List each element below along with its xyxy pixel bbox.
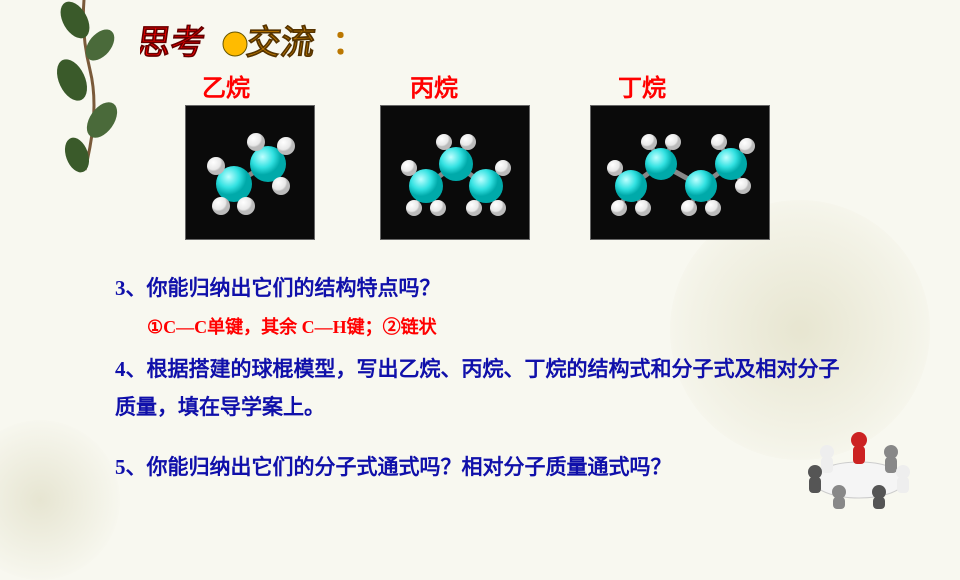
molecule-ethane (185, 105, 315, 240)
svg-text:交流: 交流 (244, 23, 317, 62)
label-butane: 丁烷 (618, 68, 666, 103)
discussion-group-icon (797, 410, 922, 510)
question-5: 5、你能归纳出它们的分子式通式吗？相对分子质量通式吗？ (115, 449, 855, 487)
molecule-propane (380, 105, 530, 240)
answer-3: ①C—C单键，其余 C—H键；②链状 (147, 308, 855, 348)
title-word-1: 思考 (140, 24, 207, 62)
questions-block: 3、你能归纳出它们的结构特点吗？ ①C—C单键，其余 C—H键；②链状 4、根据… (115, 270, 855, 487)
question-4: 4、根据搭建的球棍模型，写出乙烷、丙烷、丁烷的结构式和分子式及相对分子质量，填在… (115, 351, 855, 427)
background-blob (0, 420, 120, 580)
title-colon: ： (332, 25, 366, 62)
title-dot-icon (223, 32, 247, 56)
vine-decoration (40, 0, 130, 190)
label-ethane: 乙烷 (202, 68, 250, 103)
svg-text:思考: 思考 (140, 24, 207, 62)
slide-title: 思考 交流 ： (140, 20, 400, 75)
label-propane: 丙烷 (410, 68, 458, 103)
title-word-2: 交流 (244, 23, 317, 62)
question-3: 3、你能归纳出它们的结构特点吗？ (115, 270, 855, 308)
molecule-butane (590, 105, 770, 240)
svg-text:：: ： (332, 25, 366, 62)
